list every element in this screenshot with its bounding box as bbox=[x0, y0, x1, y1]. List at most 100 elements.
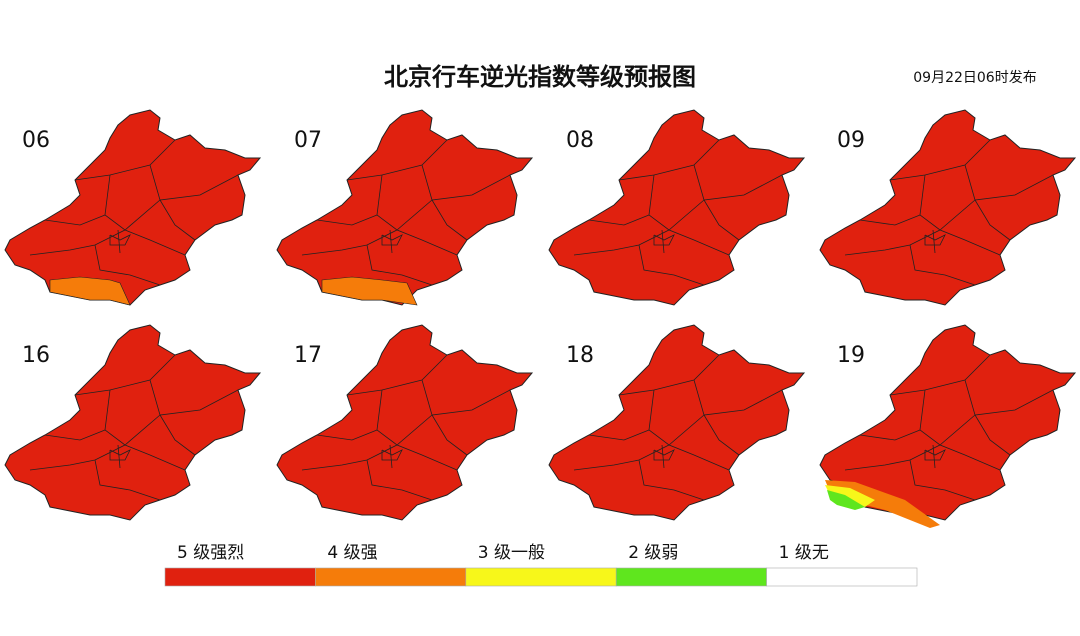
district-border bbox=[389, 444, 393, 469]
panel-label: 16 bbox=[22, 343, 50, 368]
panel-label: 09 bbox=[837, 128, 865, 153]
district-border bbox=[421, 164, 511, 201]
district-border bbox=[74, 354, 176, 396]
district-border bbox=[693, 379, 783, 416]
district-border bbox=[919, 389, 976, 446]
district-border bbox=[381, 449, 403, 461]
legend-label: 1 级无 bbox=[779, 543, 829, 563]
district-border bbox=[366, 459, 433, 501]
legend-label: 2 级弱 bbox=[628, 543, 678, 563]
district-border bbox=[149, 164, 239, 201]
region bbox=[548, 109, 806, 306]
district-border bbox=[346, 354, 448, 396]
district-border bbox=[44, 429, 106, 441]
district-border bbox=[964, 379, 1054, 416]
district-border bbox=[117, 229, 121, 254]
level-area bbox=[825, 485, 875, 507]
district-border bbox=[421, 379, 511, 416]
district-border bbox=[366, 244, 433, 286]
map-panel: 09 bbox=[819, 109, 1077, 306]
district-border bbox=[159, 199, 196, 241]
legend-swatch bbox=[164, 567, 316, 587]
district-border bbox=[94, 459, 161, 501]
legend-swatch bbox=[465, 567, 617, 587]
district-border bbox=[376, 389, 433, 446]
district-border bbox=[588, 429, 650, 441]
district-border bbox=[117, 444, 121, 469]
district-border bbox=[316, 214, 378, 226]
district-border bbox=[693, 164, 783, 201]
district-border bbox=[381, 234, 403, 246]
district-border bbox=[932, 229, 936, 254]
map-panel: 17 bbox=[276, 324, 534, 521]
district-border bbox=[889, 139, 991, 181]
title: 北京行车逆光指数等级预报图 bbox=[384, 63, 696, 91]
district-border bbox=[94, 244, 161, 286]
district-border bbox=[909, 459, 976, 501]
district-border bbox=[44, 214, 106, 226]
map-panel: 06 bbox=[4, 109, 262, 306]
district-border bbox=[974, 414, 1011, 456]
district-border bbox=[932, 444, 936, 469]
level-area bbox=[49, 276, 131, 306]
district-border bbox=[109, 449, 131, 461]
district-border bbox=[924, 449, 946, 461]
district-border bbox=[104, 389, 161, 446]
district-border bbox=[431, 199, 468, 241]
district-border bbox=[588, 214, 650, 226]
district-border bbox=[648, 174, 705, 231]
district-border bbox=[703, 414, 740, 456]
region bbox=[276, 109, 534, 306]
district-border bbox=[661, 444, 665, 469]
map-panel: 07 bbox=[276, 109, 534, 306]
region bbox=[4, 324, 262, 521]
region bbox=[4, 109, 262, 306]
district-border bbox=[653, 234, 675, 246]
panel-label: 08 bbox=[566, 128, 594, 153]
region bbox=[276, 324, 534, 521]
district-border bbox=[703, 199, 740, 241]
district-border bbox=[909, 244, 976, 286]
panel-label: 06 bbox=[22, 128, 50, 153]
district-border bbox=[74, 139, 176, 181]
level-area bbox=[321, 276, 418, 306]
legend-swatch bbox=[766, 567, 918, 587]
panel-label: 19 bbox=[837, 343, 865, 368]
legend-label: 3 级一般 bbox=[478, 543, 545, 563]
district-border bbox=[618, 139, 720, 181]
district-border bbox=[661, 229, 665, 254]
district-border bbox=[109, 234, 131, 246]
district-border bbox=[149, 379, 239, 416]
district-border bbox=[653, 449, 675, 461]
level-area bbox=[827, 490, 865, 510]
region bbox=[819, 324, 1077, 521]
region bbox=[819, 109, 1077, 306]
district-border bbox=[316, 429, 378, 441]
district-border bbox=[346, 139, 448, 181]
map-panel: 08 bbox=[548, 109, 806, 306]
district-border bbox=[919, 174, 976, 231]
panel-label: 18 bbox=[566, 343, 594, 368]
legend-label: 5 级强烈 bbox=[177, 543, 244, 563]
district-border bbox=[974, 199, 1011, 241]
district-border bbox=[638, 244, 705, 286]
legend-swatch bbox=[315, 567, 467, 587]
district-border bbox=[924, 234, 946, 246]
district-border bbox=[889, 354, 991, 396]
district-border bbox=[104, 174, 161, 231]
map-panel: 18 bbox=[548, 324, 806, 521]
panel-label: 17 bbox=[294, 343, 322, 368]
district-border bbox=[648, 389, 705, 446]
district-border bbox=[859, 214, 921, 226]
district-border bbox=[159, 414, 196, 456]
region bbox=[548, 324, 806, 521]
district-border bbox=[389, 229, 393, 254]
district-border bbox=[618, 354, 720, 396]
legend-swatch bbox=[615, 567, 767, 587]
district-border bbox=[376, 174, 433, 231]
map-panel: 16 bbox=[4, 324, 262, 521]
district-border bbox=[431, 414, 468, 456]
map-panel: 19 bbox=[819, 324, 1077, 528]
district-border bbox=[964, 164, 1054, 201]
issue-time: 09月22日06时发布 bbox=[913, 70, 1036, 86]
